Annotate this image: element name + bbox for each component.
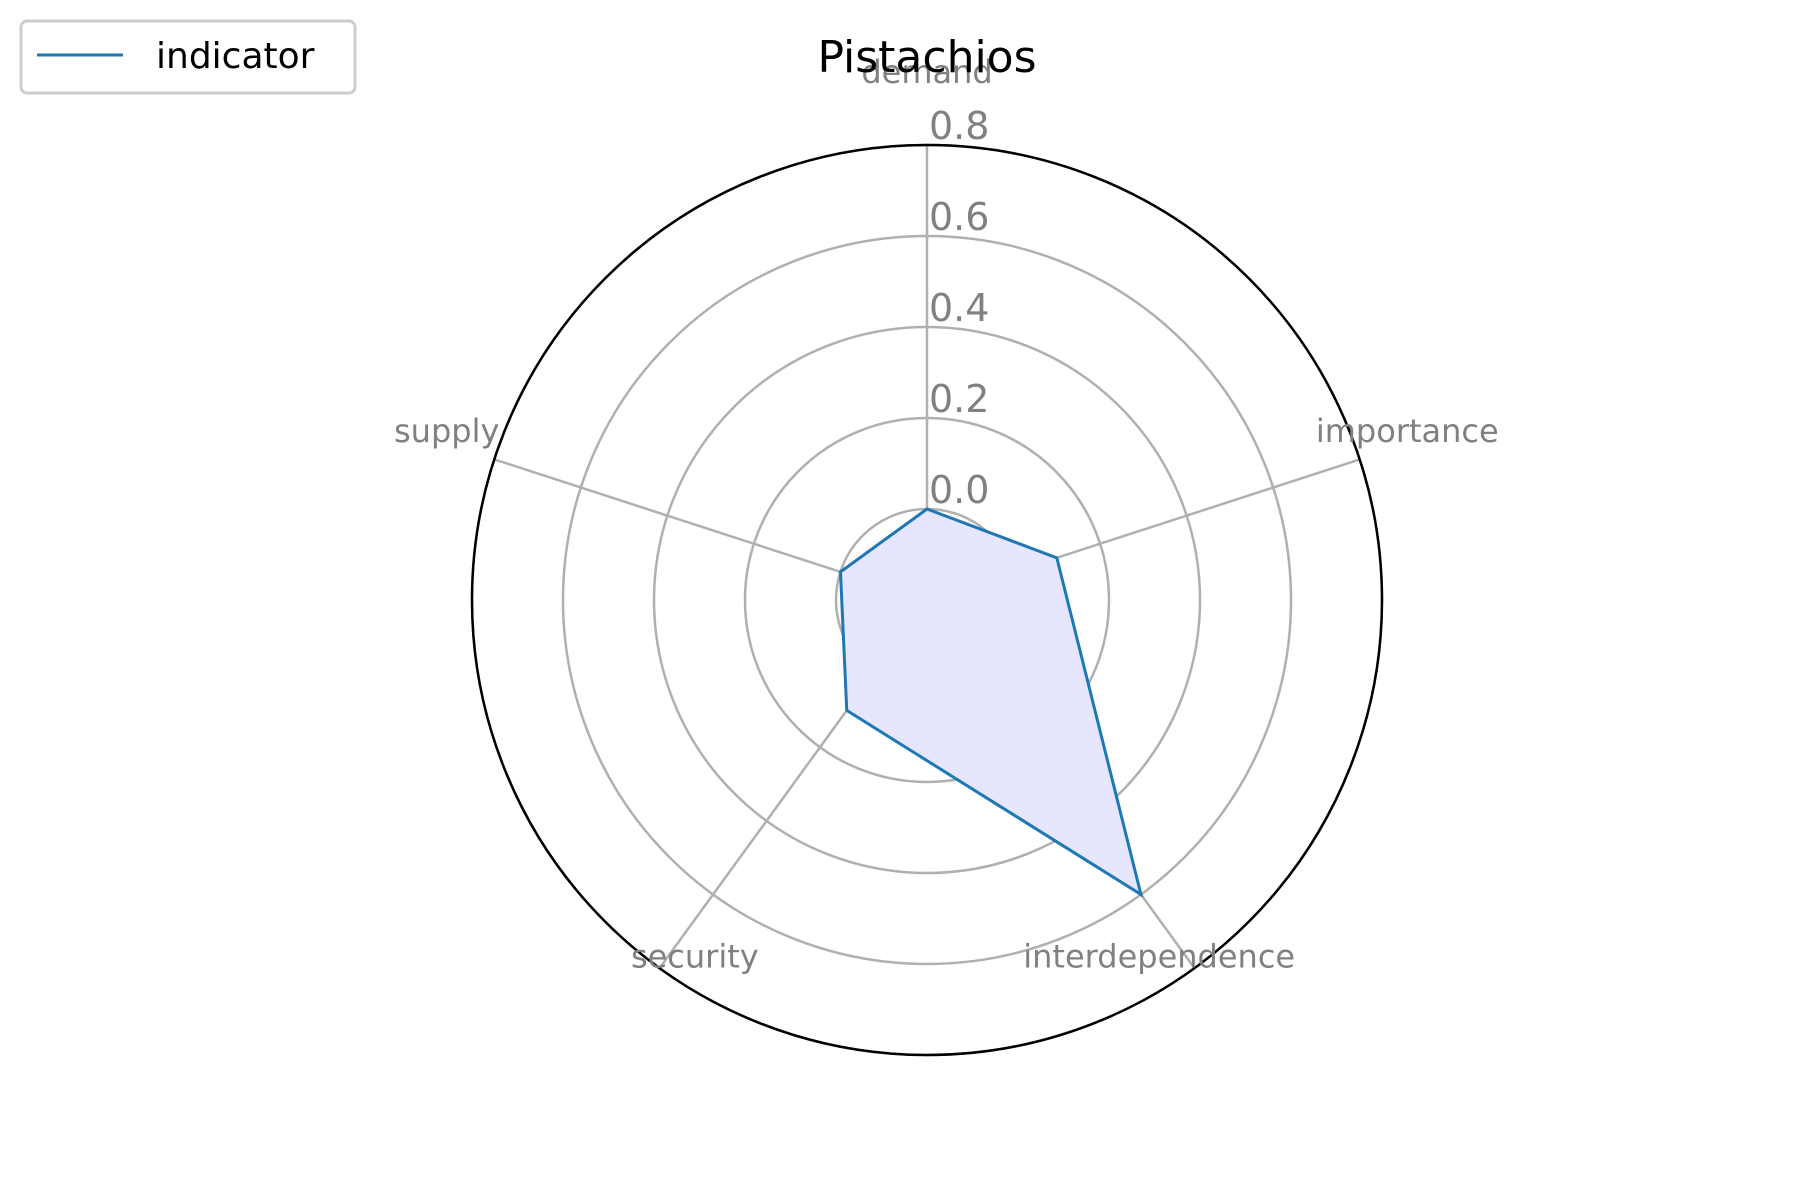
category-label-supply: supply [394,412,499,450]
category-label-interdependence: interdependence [1023,938,1295,976]
radial-tick-label: 0.8 [929,104,989,148]
radial-tick-label: 0.2 [929,377,989,421]
legend-label: indicator [156,36,315,77]
radar-labels: 0.00.20.40.60.8demandimportanceinterdepe… [394,53,1499,976]
chart-title: Pistachios [817,32,1036,83]
category-label-importance: importance [1316,412,1499,450]
radial-tick-label: 0.0 [929,468,989,512]
radial-tick-label: 0.6 [929,195,989,239]
radial-tick-label: 0.4 [929,286,989,330]
legend: indicator [21,21,355,93]
radar-series [840,509,1141,895]
category-label-security: security [631,938,759,976]
series-fill [840,509,1141,894]
